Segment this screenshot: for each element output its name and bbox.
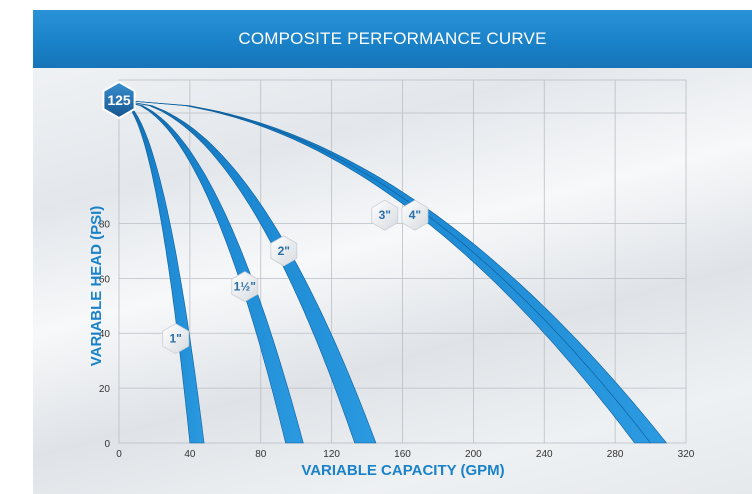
curve-label: 3" (379, 208, 391, 222)
curve-band-5 (118, 99, 668, 444)
curve-label: 1" (170, 332, 182, 346)
curves-layer (118, 99, 668, 444)
x-tick-label: 280 (607, 449, 624, 460)
x-tick-label: 40 (184, 449, 196, 460)
y-tick-label: 0 (104, 439, 110, 450)
chart-panel: COMPOSITE PERFORMANCE CURVE 1" 1½" 2" 3" 4" … (33, 10, 752, 494)
curve-band-4 (118, 99, 652, 444)
y-tick-label: 40 (99, 329, 111, 340)
x-tick-label: 0 (116, 449, 122, 460)
x-tick-label: 120 (323, 449, 340, 460)
curve-label: 4" (409, 208, 421, 222)
curve-label: 1½" (234, 280, 256, 294)
x-tick-label: 160 (394, 449, 411, 460)
curve-label: 2" (278, 244, 290, 258)
y-axis-title: VARIABLE HEAD (PSI) (88, 206, 105, 367)
curve-band-2 (118, 99, 304, 444)
y-tick-label: 80 (99, 219, 111, 230)
max-head-badge (102, 80, 136, 120)
y-tick-label: 20 (99, 384, 111, 395)
chart-title: COMPOSITE PERFORMANCE CURVE (238, 29, 547, 48)
x-tick-label: 200 (465, 449, 482, 460)
curve-label-badge (371, 199, 399, 231)
x-tick-label: 80 (255, 449, 267, 460)
performance-chart: 1" 1½" 2" 3" 4" 0 40 80 120 160 200 240 280 320 0 20 40… (88, 79, 695, 479)
max-head-label: 125 (107, 92, 131, 108)
curve-label-badge (401, 199, 429, 231)
curve-label-badge (162, 323, 190, 355)
chart-header: COMPOSITE PERFORMANCE CURVE (33, 10, 752, 68)
x-axis-title: VARIABLE CAPACITY (GPM) (301, 462, 504, 479)
labels-layer: 1" 1½" 2" 3" 4" (162, 199, 429, 355)
curve-band-1 (118, 99, 205, 444)
ticks-layer: 0 40 80 120 160 200 240 280 320 0 20 40 60 80 (99, 219, 695, 460)
curve-band-3 (118, 99, 377, 444)
curve-label-badge (270, 235, 298, 267)
curve-label-badge (231, 271, 259, 303)
y-tick-label: 60 (99, 274, 111, 285)
x-tick-label: 320 (678, 449, 695, 460)
x-tick-label: 240 (536, 449, 553, 460)
badge-layer: 125 (102, 80, 136, 120)
